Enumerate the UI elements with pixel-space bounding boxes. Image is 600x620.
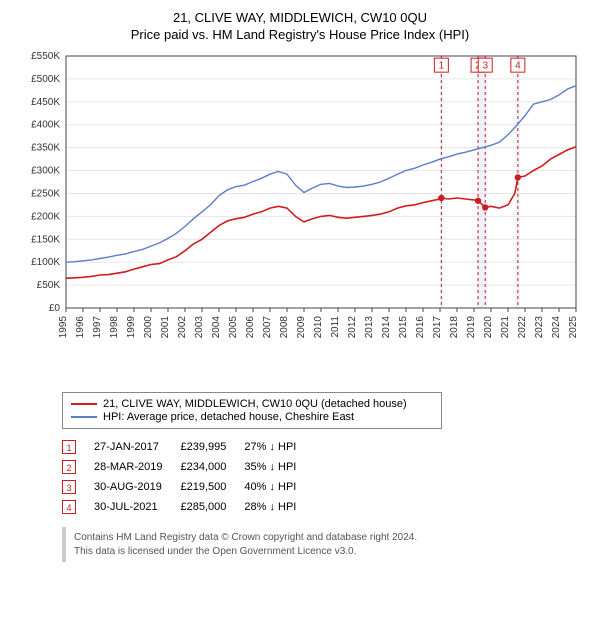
svg-text:£300K: £300K [31,166,60,177]
svg-text:2003: 2003 [194,316,205,339]
sale-date: 30-AUG-2019 [94,477,180,497]
sale-delta: 27% ↓ HPI [244,437,314,457]
svg-text:1998: 1998 [109,316,120,339]
svg-text:2025: 2025 [568,316,579,339]
sale-date: 27-JAN-2017 [94,437,180,457]
svg-text:2000: 2000 [143,316,154,339]
svg-text:2009: 2009 [296,316,307,339]
svg-text:2002: 2002 [177,316,188,339]
sale-delta: 28% ↓ HPI [244,497,314,517]
sale-delta: 40% ↓ HPI [244,477,314,497]
svg-text:3: 3 [482,61,488,72]
svg-text:£0: £0 [49,303,61,314]
line-chart: £0 £50K £100K £150K £200K £250K £300K £350K £400… [12,50,588,386]
svg-text:2015: 2015 [398,316,409,339]
sale-marker-icon: 1 [62,440,76,454]
chart-area: £0 £50K £100K £150K £200K £250K £300K £350K £400… [12,50,588,386]
svg-text:2019: 2019 [466,316,477,339]
table-row: 4 30-JUL-2021£285,00028% ↓ HPI [62,497,314,517]
svg-text:1999: 1999 [126,316,137,339]
svg-text:2001: 2001 [160,316,171,339]
svg-text:2014: 2014 [381,316,392,339]
svg-text:2008: 2008 [279,316,290,339]
svg-text:2016: 2016 [415,316,426,339]
svg-text:2013: 2013 [364,316,375,339]
svg-text:2017: 2017 [432,316,443,339]
sale-price: £234,000 [180,457,244,477]
sale-price: £239,995 [180,437,244,457]
svg-text:£150K: £150K [31,234,60,245]
svg-text:2023: 2023 [534,316,545,339]
svg-text:£350K: £350K [31,143,60,154]
footer-line: Contains HM Land Registry data © Crown c… [74,531,580,545]
sale-marker-icon: 2 [62,460,76,474]
svg-text:2020: 2020 [483,316,494,339]
table-row: 2 28-MAR-2019£234,00035% ↓ HPI [62,457,314,477]
svg-text:£50K: £50K [37,280,61,291]
sale-marker-icon: 4 [62,500,76,514]
svg-text:£250K: £250K [31,188,60,199]
svg-text:1995: 1995 [58,316,69,339]
sale-price: £285,000 [180,497,244,517]
svg-text:2012: 2012 [347,316,358,339]
svg-text:1996: 1996 [75,316,86,339]
svg-text:2007: 2007 [262,316,273,339]
page-subtitle: Price paid vs. HM Land Registry's House … [12,27,588,42]
table-row: 3 30-AUG-2019£219,50040% ↓ HPI [62,477,314,497]
svg-text:£450K: £450K [31,97,60,108]
legend-row: HPI: Average price, detached house, Ches… [71,411,433,423]
legend-label: HPI: Average price, detached house, Ches… [103,411,354,423]
legend-row: 21, CLIVE WAY, MIDDLEWICH, CW10 0QU (det… [71,398,433,410]
attribution-footer: Contains HM Land Registry data © Crown c… [62,527,588,562]
sale-date: 28-MAR-2019 [94,457,180,477]
sale-date: 30-JUL-2021 [94,497,180,517]
sale-delta: 35% ↓ HPI [244,457,314,477]
footer-line: This data is licensed under the Open Gov… [74,545,580,559]
svg-text:4: 4 [515,61,521,72]
sales-table: 1 27-JAN-2017£239,99527% ↓ HPI 2 28-MAR-201… [62,437,314,517]
legend-swatch [71,403,97,405]
legend-label: 21, CLIVE WAY, MIDDLEWICH, CW10 0QU (det… [103,398,407,410]
svg-text:1997: 1997 [92,316,103,339]
svg-text:2004: 2004 [211,316,222,339]
svg-text:£200K: £200K [31,211,60,222]
sale-marker-icon: 3 [62,480,76,494]
svg-text:2011: 2011 [330,316,341,338]
legend-box: 21, CLIVE WAY, MIDDLEWICH, CW10 0QU (det… [62,392,442,429]
svg-text:1: 1 [439,61,445,72]
svg-text:2005: 2005 [228,316,239,339]
table-row: 1 27-JAN-2017£239,99527% ↓ HPI [62,437,314,457]
svg-text:£500K: £500K [31,74,60,85]
svg-text:2024: 2024 [551,316,562,339]
svg-text:2006: 2006 [245,316,256,339]
legend-swatch [71,416,97,418]
svg-text:£100K: £100K [31,257,60,268]
svg-text:2018: 2018 [449,316,460,339]
sale-price: £219,500 [180,477,244,497]
page-container: 21, CLIVE WAY, MIDDLEWICH, CW10 0QU Pric… [0,0,600,572]
svg-text:2021: 2021 [500,316,511,339]
svg-text:£400K: £400K [31,120,60,131]
svg-text:£550K: £550K [31,51,60,62]
svg-text:2022: 2022 [517,316,528,339]
page-title: 21, CLIVE WAY, MIDDLEWICH, CW10 0QU [12,10,588,25]
svg-text:2010: 2010 [313,316,324,339]
